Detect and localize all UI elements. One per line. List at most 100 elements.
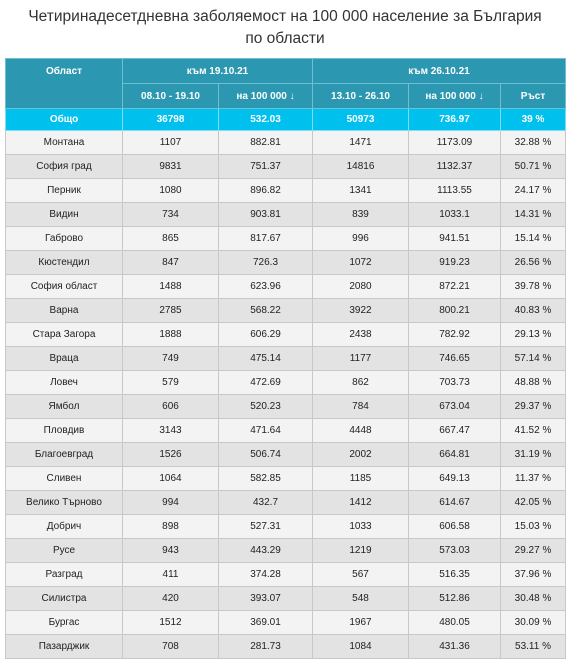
table-cell: 15.14 % xyxy=(499,226,567,251)
table-cell: 751.37 xyxy=(218,154,313,179)
table-cell: 4448 xyxy=(312,418,409,443)
table-cell: 1072 xyxy=(312,250,409,275)
table-cell: 1113.55 xyxy=(408,178,501,203)
table-cell: 15.03 % xyxy=(499,514,567,539)
table-cell: 726.3 xyxy=(218,250,313,275)
table-cell: 649.13 xyxy=(408,466,501,491)
table-cell: 703.73 xyxy=(408,370,501,395)
table-cell: 817.67 xyxy=(218,226,313,251)
table-cell: 1967 xyxy=(312,610,409,635)
table-cell: 667.47 xyxy=(408,418,501,443)
table-cell: 749 xyxy=(122,346,219,371)
title: Четиринадесетдневна заболяемост на 100 0… xyxy=(28,8,542,47)
table-row: Перник 1080 896.82 1341 1113.55 24.17 % xyxy=(5,178,567,203)
table-cell: Пловдив xyxy=(5,418,123,443)
table-cell: 53.11 % xyxy=(499,634,567,659)
table-row: Враца 749 475.14 1177 746.65 57.14 % xyxy=(5,346,567,371)
table-cell: 3922 xyxy=(312,298,409,323)
table-cell: 614.67 xyxy=(408,490,501,515)
table-cell: 369.01 xyxy=(218,610,313,635)
table-cell: 865 xyxy=(122,226,219,251)
table-cell: 1488 xyxy=(122,274,219,299)
table-cell: 512.86 xyxy=(408,586,501,611)
table-cell: 516.35 xyxy=(408,562,501,587)
table-cell: Ямбол xyxy=(5,394,123,419)
table-row: Монтана 1107 882.81 1471 1173.09 32.88 % xyxy=(5,130,567,155)
table-cell: 800.21 xyxy=(408,298,501,323)
table-cell: 784 xyxy=(312,394,409,419)
table-cell: 57.14 % xyxy=(499,346,567,371)
table-cell: Стара Загора xyxy=(5,322,123,347)
table-row: Добрич 898 527.31 1033 606.58 15.03 % xyxy=(5,514,567,539)
table-cell: 736.97 xyxy=(408,108,501,131)
table-cell: 1177 xyxy=(312,346,409,371)
table-cell: 996 xyxy=(312,226,409,251)
table-cell: 480.05 xyxy=(408,610,501,635)
table-cell: 3143 xyxy=(122,418,219,443)
table-cell: 1512 xyxy=(122,610,219,635)
table-row: Стара Загора 1888 606.29 2438 782.92 29.13 % xyxy=(5,322,567,347)
table: Област към 19.10.21 към 26.10.21 08.10 -… xyxy=(5,58,567,659)
table-cell: 39.78 % xyxy=(499,274,567,299)
table-cell: 994 xyxy=(122,490,219,515)
table-cell: 1526 xyxy=(122,442,219,467)
table-cell: 11.37 % xyxy=(499,466,567,491)
table-row: Бургас 1512 369.01 1967 480.05 30.09 % xyxy=(5,610,567,635)
table-cell: 1888 xyxy=(122,322,219,347)
table-cell: 919.23 xyxy=(408,250,501,275)
table-cell: София град xyxy=(5,154,123,179)
table-cell: 471.64 xyxy=(218,418,313,443)
table-cell: 50973 xyxy=(312,108,409,131)
table-cell: 623.96 xyxy=(218,274,313,299)
header-cell: 13.10 - 26.10 xyxy=(312,83,409,109)
table-cell: Разград xyxy=(5,562,123,587)
table-row: Пазарджик 708 281.73 1084 431.36 53.11 % xyxy=(5,634,567,659)
table-cell: 1064 xyxy=(122,466,219,491)
header-cell: Ръст xyxy=(499,83,567,109)
table-cell: 2080 xyxy=(312,274,409,299)
table-cell: Перник xyxy=(5,178,123,203)
table-row: Разград 411 374.28 567 516.35 37.96 % xyxy=(5,562,567,587)
table-cell: Силистра xyxy=(5,586,123,611)
table-cell: 520.23 xyxy=(218,394,313,419)
table-cell: 29.27 % xyxy=(499,538,567,563)
header-row: Област към 19.10.21 към 26.10.21 xyxy=(5,58,567,109)
table-cell: 14816 xyxy=(312,154,409,179)
table-cell: 374.28 xyxy=(218,562,313,587)
table-cell: 782.92 xyxy=(408,322,501,347)
table-cell: 472.69 xyxy=(218,370,313,395)
table-cell: 896.82 xyxy=(218,178,313,203)
table-cell: Благоевград xyxy=(5,442,123,467)
table-row: София град 9831 751.37 14816 1132.37 50.71 % xyxy=(5,154,567,179)
table-cell: 1412 xyxy=(312,490,409,515)
table-row: Благоевград 1526 506.74 2002 664.81 31.19 % xyxy=(5,442,567,467)
table-cell: 941.51 xyxy=(408,226,501,251)
table-cell: 708 xyxy=(122,634,219,659)
header-cell: на 100 000 ↓ xyxy=(218,83,313,109)
table-cell: 582.85 xyxy=(218,466,313,491)
table-cell: 673.04 xyxy=(408,394,501,419)
table-cell: 573.03 xyxy=(408,538,501,563)
table-cell: Варна xyxy=(5,298,123,323)
table-cell: Враца xyxy=(5,346,123,371)
table-cell: 606 xyxy=(122,394,219,419)
table-cell: Габрово xyxy=(5,226,123,251)
table-cell: 862 xyxy=(312,370,409,395)
table-row: Пловдив 3143 471.64 4448 667.47 41.52 % xyxy=(5,418,567,443)
table-row: Варна 2785 568.22 3922 800.21 40.83 % xyxy=(5,298,567,323)
header-cell: към 26.10.21 xyxy=(311,58,567,84)
table-cell: 420 xyxy=(122,586,219,611)
table-row: Силистра 420 393.07 548 512.86 30.48 % xyxy=(5,586,567,611)
table-cell: Общо xyxy=(5,108,123,131)
table-row: Ловеч 579 472.69 862 703.73 48.88 % xyxy=(5,370,567,395)
table-cell: Видин xyxy=(5,202,123,227)
table-cell: 39 % xyxy=(499,108,567,131)
table-cell: 475.14 xyxy=(218,346,313,371)
table-cell: 579 xyxy=(122,370,219,395)
table-cell: 24.17 % xyxy=(499,178,567,203)
table-cell: Сливен xyxy=(5,466,123,491)
table-row: Ямбол 606 520.23 784 673.04 29.37 % xyxy=(5,394,567,419)
header-cell: Област xyxy=(5,58,123,109)
table-cell: 847 xyxy=(122,250,219,275)
